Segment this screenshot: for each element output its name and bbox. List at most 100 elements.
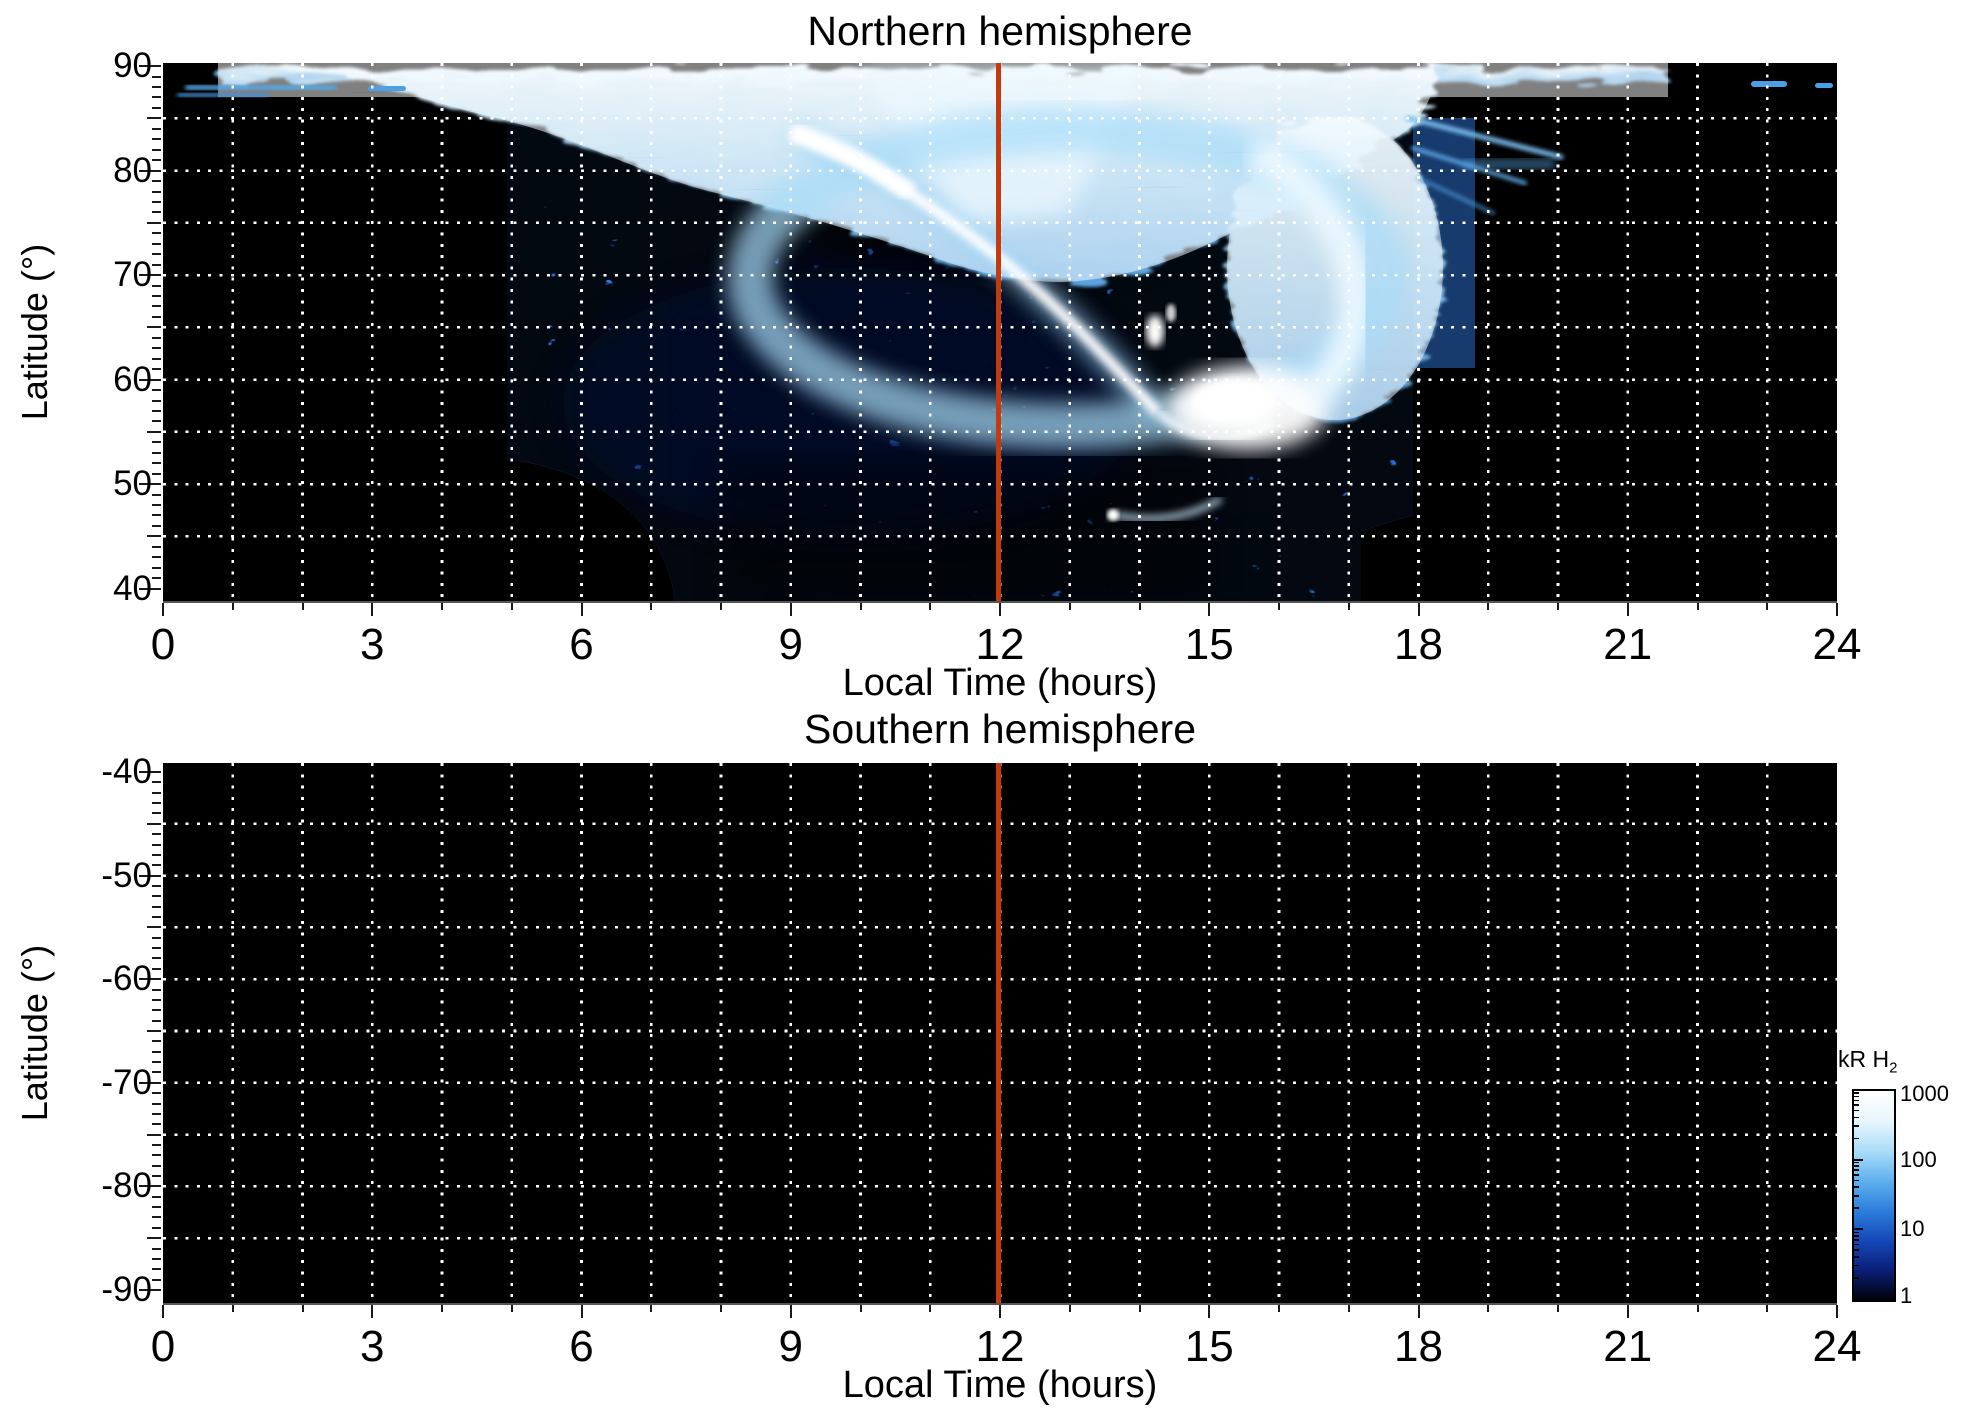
tick-mark xyxy=(1068,1305,1071,1312)
tick-mark xyxy=(139,1289,161,1291)
tick-mark xyxy=(152,263,161,266)
y-tick-label: -60 xyxy=(101,959,152,999)
tick-mark xyxy=(147,1030,161,1032)
tick-mark xyxy=(580,603,583,616)
south-hemisphere-heatmap xyxy=(163,763,1837,1303)
tick-mark xyxy=(139,978,161,981)
tick-mark xyxy=(152,336,161,339)
tick-mark xyxy=(1766,1305,1769,1312)
tick-mark xyxy=(152,180,161,183)
tick-mark xyxy=(147,926,161,929)
x-tick-label: 15 xyxy=(1184,1322,1234,1371)
tick-mark xyxy=(1347,603,1350,610)
tick-mark xyxy=(147,221,161,224)
tick-mark xyxy=(1557,1305,1559,1312)
tick-mark xyxy=(152,812,161,815)
tick-mark xyxy=(152,357,161,360)
colorbar-minor-tick xyxy=(1854,1264,1859,1267)
north-xlabel: Local Time (hours) xyxy=(842,662,1158,704)
dawn-streaks xyxy=(177,85,406,97)
x-tick-label: 12 xyxy=(975,1322,1025,1371)
tick-mark xyxy=(139,587,161,590)
colorbar-minor-tick xyxy=(1854,1231,1859,1234)
tick-mark xyxy=(929,603,932,610)
tick-mark xyxy=(152,1061,161,1064)
colorbar-minor-tick xyxy=(1854,1169,1859,1171)
colorbar-minor-tick xyxy=(1854,1243,1859,1246)
colorbar-decade-tick xyxy=(1854,1158,1863,1161)
tick-mark xyxy=(147,117,161,120)
colorbar-tick-label: 10 xyxy=(1900,1216,1925,1241)
south-xlabel: Local Time (hours) xyxy=(842,1364,1158,1406)
south-panel-title: Southern hemisphere xyxy=(803,706,1197,752)
tick-mark xyxy=(152,1040,161,1043)
tick-mark xyxy=(301,1305,304,1312)
tick-mark xyxy=(152,566,161,569)
y-tick-label: 90 xyxy=(113,46,152,86)
x-tick-label: 3 xyxy=(360,620,385,669)
x-tick-label: 24 xyxy=(1812,1322,1862,1371)
tick-mark xyxy=(152,884,161,887)
colorbar-minor-tick xyxy=(1854,1249,1859,1251)
tick-mark xyxy=(152,577,161,580)
colorbar-minor-tick xyxy=(1854,1165,1859,1167)
tick-mark xyxy=(1626,603,1629,616)
south-x-axis-line xyxy=(163,1303,1837,1305)
tick-mark xyxy=(1487,1305,1490,1312)
tick-mark xyxy=(152,1278,161,1281)
x-tick-label: 21 xyxy=(1603,620,1653,669)
north-aurora-image xyxy=(163,63,1837,601)
colorbar-minor-tick xyxy=(1854,1195,1859,1197)
tick-mark xyxy=(152,159,161,162)
y-tick-label: -90 xyxy=(101,1270,152,1309)
tick-mark xyxy=(152,1175,161,1178)
y-tick-label: 50 xyxy=(113,464,152,504)
tick-mark xyxy=(152,998,161,1001)
tick-mark xyxy=(1766,603,1769,610)
north-x-axis-line xyxy=(163,601,1837,603)
tick-mark xyxy=(580,1305,583,1318)
tick-mark xyxy=(1278,603,1280,610)
colorbar-tick-label: 1000 xyxy=(1900,1081,1949,1106)
tick-mark xyxy=(152,493,161,496)
tick-mark xyxy=(152,1009,161,1012)
tick-mark xyxy=(152,947,161,950)
tick-mark xyxy=(152,315,161,318)
tick-mark xyxy=(1347,1305,1350,1312)
bright-spot xyxy=(1146,304,1176,347)
tick-mark xyxy=(152,504,161,507)
tick-mark xyxy=(152,524,161,527)
x-tick-label: 9 xyxy=(778,620,803,669)
tick-mark xyxy=(152,368,161,371)
tick-mark xyxy=(441,1305,443,1312)
tick-mark xyxy=(152,1143,161,1146)
noon-marker-line-south xyxy=(996,763,1001,1303)
colorbar-minor-tick xyxy=(1854,1277,1859,1279)
y-tick-label: -50 xyxy=(101,855,152,895)
colorbar-title-sub: 2 xyxy=(1889,1059,1898,1077)
tick-mark xyxy=(152,802,161,805)
colorbar-minor-tick xyxy=(1854,1239,1859,1241)
colorbar-minor-tick xyxy=(1854,1116,1859,1119)
tick-mark xyxy=(152,895,161,898)
colorbar-minor-tick xyxy=(1854,1207,1859,1209)
tick-mark xyxy=(147,430,161,433)
tick-mark xyxy=(231,1305,234,1312)
tick-mark xyxy=(139,1185,161,1188)
tick-mark xyxy=(1417,1305,1420,1318)
tick-mark xyxy=(650,1305,653,1312)
tick-mark xyxy=(152,127,161,130)
colorbar-minor-tick xyxy=(1854,1179,1859,1182)
tick-mark xyxy=(139,483,161,486)
y-tick-label: 40 xyxy=(113,568,152,608)
colorbar-minor-tick xyxy=(1854,1186,1859,1188)
tick-mark xyxy=(929,1305,932,1312)
x-tick-label: 15 xyxy=(1184,620,1234,669)
tick-mark xyxy=(139,274,161,277)
tick-mark xyxy=(152,936,161,939)
tick-mark xyxy=(139,169,161,172)
tick-mark xyxy=(152,545,161,548)
tick-mark xyxy=(1417,603,1420,616)
colorbar-title-main: kR H xyxy=(1838,1046,1890,1072)
tick-mark xyxy=(152,843,161,846)
